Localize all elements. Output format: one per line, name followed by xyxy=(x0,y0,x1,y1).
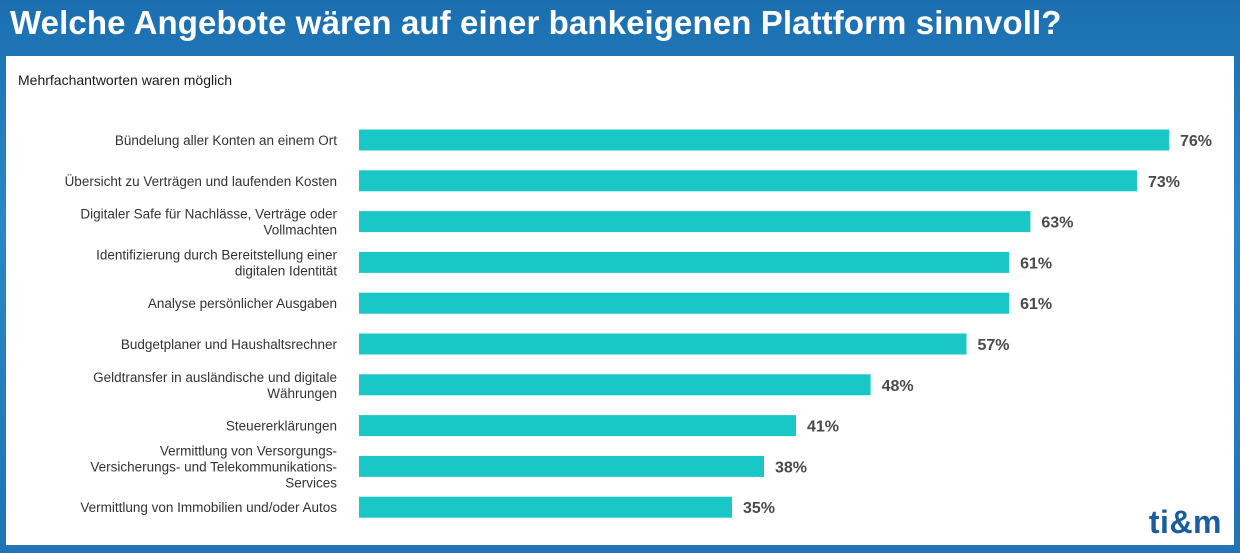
bar-8 xyxy=(359,455,764,477)
category-label-0: Bündelung aller Konten an einem Ort xyxy=(115,133,337,148)
category-label-5: Budgetplaner und Haushaltsrechner xyxy=(121,337,338,352)
company-logo: ti&m xyxy=(1148,504,1222,540)
bar-2 xyxy=(359,211,1031,233)
category-label-4: Analyse persönlicher Ausgaben xyxy=(148,296,337,311)
value-label-1: 73% xyxy=(1148,174,1180,191)
value-label-4: 61% xyxy=(1020,296,1052,313)
category-label-2: Digitaler Safe für Nachlässe, Verträge o… xyxy=(80,207,337,238)
value-label-9: 35% xyxy=(743,500,775,517)
value-label-0: 76% xyxy=(1180,133,1212,150)
category-label-3: Identifizierung durch Bereitstellung ein… xyxy=(96,247,337,278)
category-label-1: Übersicht zu Verträgen und laufenden Kos… xyxy=(65,174,337,189)
bar-6 xyxy=(359,374,871,396)
category-label-7: Steuererklärungen xyxy=(226,419,337,434)
value-label-7: 41% xyxy=(807,419,839,436)
bar-1 xyxy=(359,170,1137,192)
bar-chart: 76% Bündelung aller Konten an einem Ort 73… xyxy=(65,129,1212,518)
bar-7 xyxy=(359,415,796,437)
bar-3 xyxy=(359,251,1010,273)
page-title: Welche Angebote wären auf einer bankeige… xyxy=(10,4,1062,41)
value-label-5: 57% xyxy=(978,337,1010,354)
bar-4 xyxy=(359,292,1010,314)
bar-9 xyxy=(359,496,732,518)
value-label-8: 38% xyxy=(775,459,807,476)
chart-subtitle: Mehrfachantworten waren möglich xyxy=(18,72,232,88)
category-label-8: Vermittlung von Versorgungs-Versicherung… xyxy=(90,443,337,490)
bar-5 xyxy=(359,333,967,355)
bar-0 xyxy=(359,129,1169,151)
category-label-9: Vermittlung von Immobilien und/oder Auto… xyxy=(80,500,337,515)
value-label-6: 48% xyxy=(882,378,914,395)
chart-panel: Mehrfachantworten waren möglich 76% Bünde… xyxy=(6,56,1234,545)
category-label-6: Geldtransfer in ausländische und digital… xyxy=(93,370,337,401)
value-label-3: 61% xyxy=(1020,255,1052,272)
value-label-2: 63% xyxy=(1041,215,1073,232)
